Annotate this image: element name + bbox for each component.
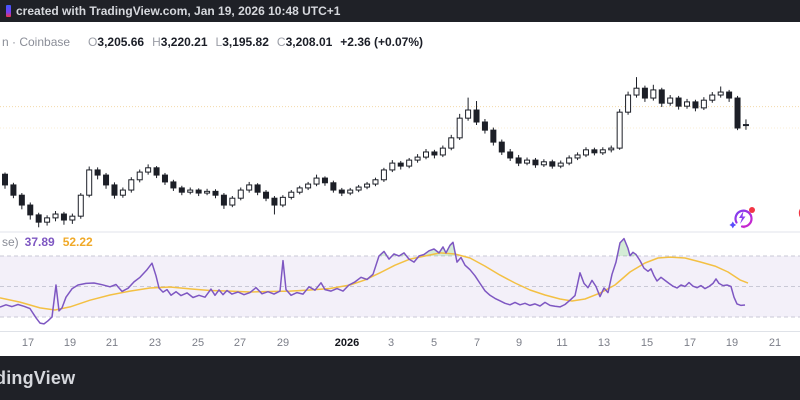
rsi-indicator-legend[interactable]: se) 37.89 52.22	[2, 235, 93, 249]
low-value: 3,195.82	[222, 35, 269, 49]
symbol-name: n · Coinbase	[2, 35, 71, 49]
tradingview-logo-text: dingView	[0, 367, 76, 388]
lightning-bolt-icon	[739, 211, 746, 224]
axis-tick-2026: 2026	[334, 337, 360, 349]
high-value: 3,220.21	[160, 35, 208, 49]
change-value: +2.36 (+0.07%)	[340, 35, 424, 49]
blue-sparkle-icon	[729, 221, 737, 229]
axis-tick-19: 19	[63, 337, 77, 349]
axis-tick-25: 25	[191, 337, 205, 349]
flash-refresh-icon[interactable]	[726, 202, 758, 234]
price-and-rsi-chart-canvas[interactable]	[0, 22, 800, 331]
bottom-brand-bar: dingView	[0, 356, 800, 400]
rsi-ma-value: 52.22	[62, 235, 93, 249]
open-value: 3,205.66	[97, 35, 145, 49]
axis-tick-21: 21	[105, 337, 119, 349]
rsi-legend-label: se)	[2, 235, 19, 249]
top-attribution-bar: created with TradingView.com, Jan 19, 20…	[0, 0, 800, 22]
open-label: O	[88, 35, 98, 49]
axis-tick-27: 27	[233, 337, 247, 349]
axis-tick-9: 9	[515, 337, 523, 349]
attribution-text: created with TradingView.com, Jan 19, 20…	[16, 4, 341, 18]
axis-tick-7: 7	[473, 337, 481, 349]
axis-tick-11: 11	[556, 337, 568, 349]
close-label: C	[276, 35, 286, 49]
axis-tick-17: 17	[683, 337, 697, 349]
arrowhead	[742, 225, 746, 229]
axis-tick-3: 3	[387, 337, 395, 349]
axis-tick-23: 23	[148, 337, 162, 349]
rsi-current-value: 37.89	[24, 235, 55, 249]
axis-tick-21: 21	[768, 337, 782, 349]
axis-tick-5: 5	[430, 337, 438, 349]
axis-tick-29: 29	[276, 337, 290, 349]
chart-area[interactable]: n · Coinbase O3,205.66 H3,220.21 L3,195.82 C…	[0, 22, 800, 331]
axis-tick-13: 13	[597, 337, 611, 349]
circular-arrow	[734, 209, 753, 228]
symbol-legend[interactable]: n · Coinbase O3,205.66 H3,220.21 L3,195.82 C…	[2, 35, 423, 49]
date-axis[interactable]: 17 19 21 23 25 27 29 2026 3 5 7 9 11 13 15 17 19 21	[0, 331, 800, 356]
close-value: 3,208.01	[285, 35, 333, 49]
high-label: H	[152, 35, 161, 49]
cut-tradingview-logo-icon	[6, 5, 11, 17]
axis-tick-19: 19	[725, 337, 739, 349]
notification-red-dot	[749, 207, 755, 213]
axis-tick-15: 15	[640, 337, 654, 349]
axis-tick-17: 17	[21, 337, 35, 349]
low-label: L	[215, 35, 223, 49]
cut-right-edge-icon	[791, 204, 800, 222]
